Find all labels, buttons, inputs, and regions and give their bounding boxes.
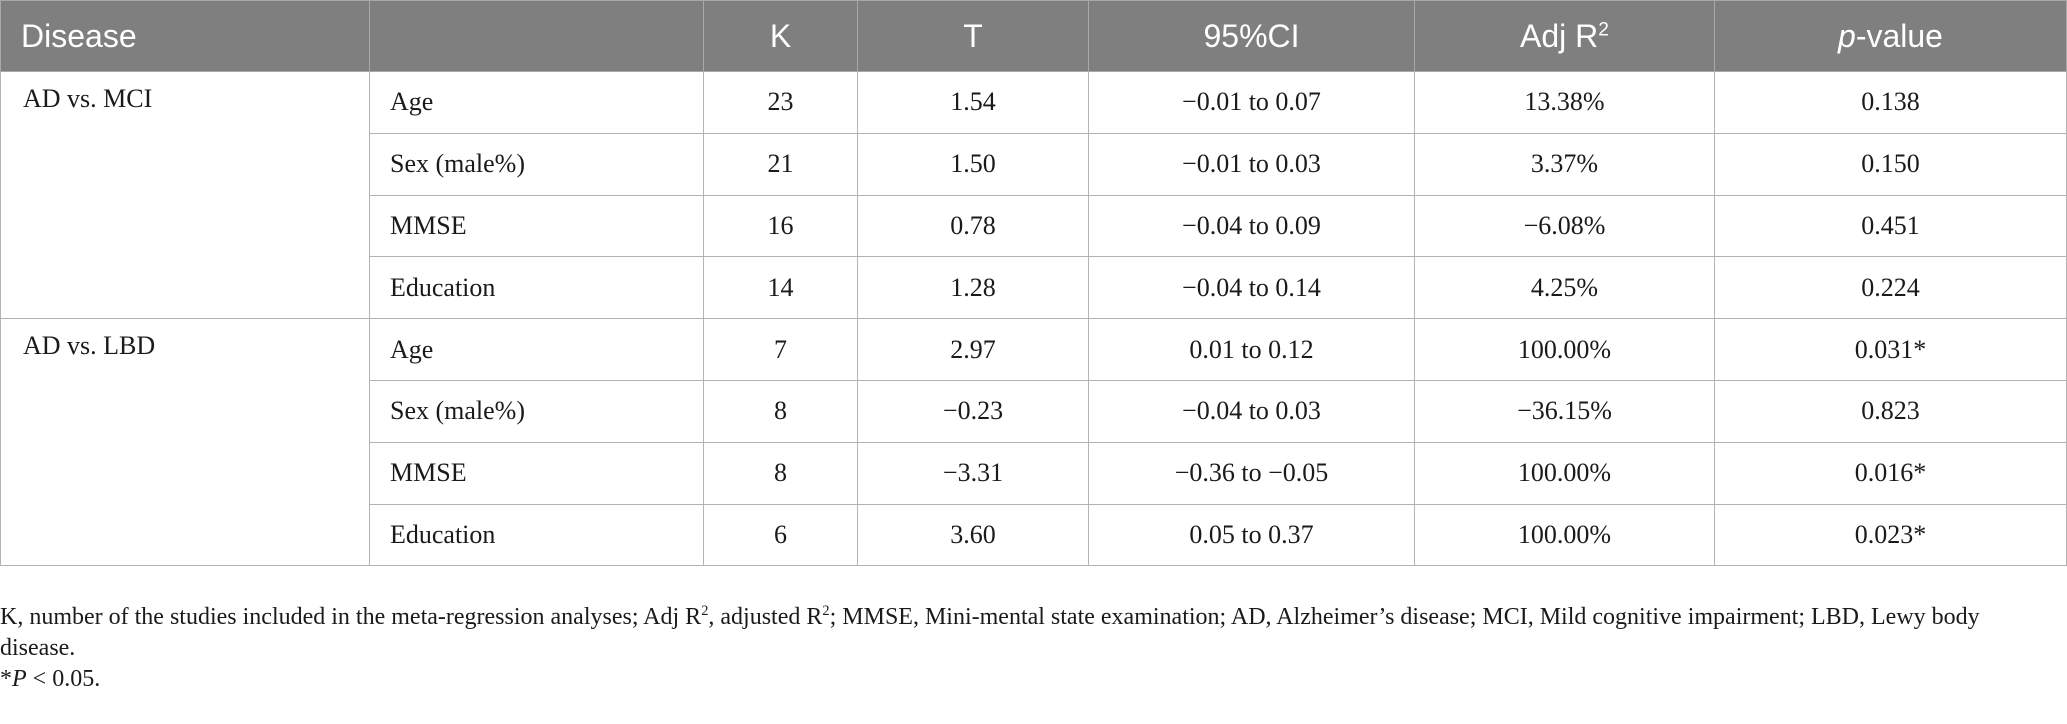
covariate-cell: Age xyxy=(369,71,704,134)
t-cell: 0.78 xyxy=(857,194,1089,258)
table-row: MMSE 8 −3.31 −0.36 to −0.05 100.00% 0.01… xyxy=(1,441,2067,505)
p-value-cell: 0.031* xyxy=(1714,318,2067,381)
t-cell: −3.31 xyxy=(857,441,1089,505)
k-cell: 8 xyxy=(703,441,858,505)
covariate-cell: MMSE xyxy=(369,441,704,505)
significance-threshold: < 0.05. xyxy=(26,666,101,692)
adj-r2-cell: 100.00% xyxy=(1414,503,1715,567)
adj-r2-cell: 4.25% xyxy=(1414,256,1715,320)
adj-r2-cell: 100.00% xyxy=(1414,441,1715,505)
adj-r2-cell: −36.15% xyxy=(1414,379,1715,443)
t-cell: 3.60 xyxy=(857,503,1089,567)
header-p-italic: p xyxy=(1838,17,1856,54)
header-t: T xyxy=(857,0,1089,72)
ci-cell: −0.04 to 0.14 xyxy=(1088,256,1415,320)
ci-cell: −0.04 to 0.09 xyxy=(1088,194,1415,258)
table-row: Sex (male%) 8 −0.23 −0.04 to 0.03 −36.15… xyxy=(1,379,2067,443)
table-row: AD vs. MCI Age 23 1.54 −0.01 to 0.07 13.… xyxy=(0,70,2067,320)
covariate-cell: Sex (male%) xyxy=(369,379,704,443)
significance-p: P xyxy=(12,666,27,692)
p-value-cell: 0.823 xyxy=(1714,379,2067,443)
ci-cell: 0.01 to 0.12 xyxy=(1088,318,1415,381)
table-footnote: K, number of the studies included in the… xyxy=(0,602,2040,695)
ci-cell: 0.05 to 0.37 xyxy=(1088,503,1415,567)
footnote-sup-1: 2 xyxy=(701,603,709,619)
covariate-cell: Education xyxy=(369,256,704,320)
adj-r2-cell: −6.08% xyxy=(1414,194,1715,258)
t-cell: 2.97 xyxy=(857,318,1089,381)
covariate-cell: MMSE xyxy=(369,194,704,258)
t-cell: 1.54 xyxy=(857,71,1089,134)
table-container: Disease K T 95%CI Adj R2 p-value AD vs. … xyxy=(0,0,2067,567)
p-value-cell: 0.023* xyxy=(1714,503,2067,567)
header-k: K xyxy=(703,0,858,72)
p-value-cell: 0.016* xyxy=(1714,441,2067,505)
ci-cell: −0.36 to −0.05 xyxy=(1088,441,1415,505)
table-row: AD vs. LBD Age 7 2.97 0.01 to 0.12 100.0… xyxy=(0,318,2067,567)
covariate-cell: Sex (male%) xyxy=(369,132,704,196)
ci-cell: −0.01 to 0.03 xyxy=(1088,132,1415,196)
table-row: MMSE 16 0.78 −0.04 to 0.09 −6.08% 0.451 xyxy=(1,194,2067,258)
k-cell: 8 xyxy=(703,379,858,443)
footnote-sup-2: 2 xyxy=(822,603,830,619)
significance-note: *P < 0.05. xyxy=(0,664,2040,695)
meta-regression-table: Disease K T 95%CI Adj R2 p-value AD vs. … xyxy=(0,0,2067,567)
ci-cell: −0.04 to 0.03 xyxy=(1088,379,1415,443)
t-cell: −0.23 xyxy=(857,379,1089,443)
footnote-text-3: ; MMSE, Mini-mental state examination; A… xyxy=(0,604,1980,661)
table-body: AD vs. MCI Age 23 1.54 −0.01 to 0.07 13.… xyxy=(0,70,2067,567)
t-cell: 1.50 xyxy=(857,132,1089,196)
k-cell: 6 xyxy=(703,503,858,567)
k-cell: 14 xyxy=(703,256,858,320)
table-row: Education 6 3.60 0.05 to 0.37 100.00% 0.… xyxy=(1,503,2067,567)
header-adj-r-base: Adj R xyxy=(1520,17,1599,54)
adj-r2-cell: 13.38% xyxy=(1414,71,1715,134)
adj-r2-cell: 3.37% xyxy=(1414,132,1715,196)
k-cell: 21 xyxy=(703,132,858,196)
disease-cell: AD vs. MCI xyxy=(0,70,370,320)
header-p-rest: -value xyxy=(1855,17,1943,54)
significance-star: * xyxy=(0,666,12,692)
p-value-cell: 0.150 xyxy=(1714,132,2067,196)
header-row: Disease K T 95%CI Adj R2 p-value xyxy=(0,0,2067,72)
adj-r2-cell: 100.00% xyxy=(1414,318,1715,381)
ci-cell: −0.01 to 0.07 xyxy=(1088,71,1415,134)
k-cell: 23 xyxy=(703,71,858,134)
covariate-cell: Age xyxy=(369,318,704,381)
footnote-text-2: , adjusted R xyxy=(708,604,823,630)
t-cell: 1.28 xyxy=(857,256,1089,320)
k-cell: 7 xyxy=(703,318,858,381)
header-adj-r2: Adj R2 xyxy=(1414,0,1715,72)
header-adj-r-sup: 2 xyxy=(1598,18,1609,40)
header-covariate xyxy=(369,0,704,72)
footnote-text-1: K, number of the studies included in the… xyxy=(0,604,702,630)
disease-cell: AD vs. LBD xyxy=(0,318,370,567)
table-row: Education 14 1.28 −0.04 to 0.14 4.25% 0.… xyxy=(1,256,2067,320)
header-disease: Disease xyxy=(0,0,370,72)
table-header: Disease K T 95%CI Adj R2 p-value xyxy=(0,0,2067,72)
header-ci: 95%CI xyxy=(1088,0,1415,72)
header-p-value: p-value xyxy=(1714,0,2067,72)
abbreviations-note: K, number of the studies included in the… xyxy=(0,602,2040,664)
covariate-cell: Education xyxy=(369,503,704,567)
p-value-cell: 0.138 xyxy=(1714,71,2067,134)
p-value-cell: 0.224 xyxy=(1714,256,2067,320)
k-cell: 16 xyxy=(703,194,858,258)
p-value-cell: 0.451 xyxy=(1714,194,2067,258)
